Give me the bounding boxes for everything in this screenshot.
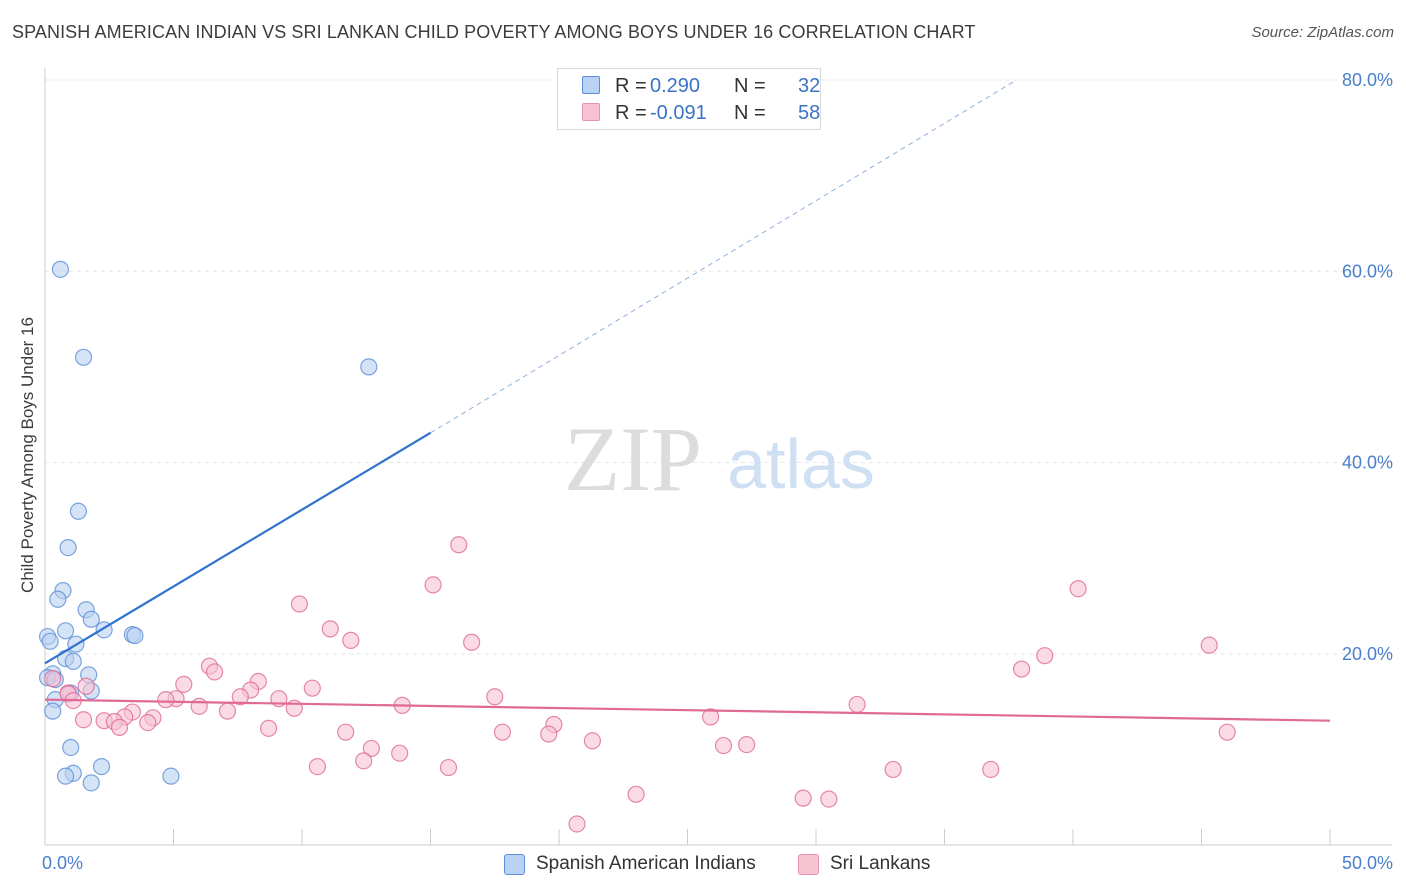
data-point-sri-lankan	[463, 633, 481, 651]
data-point-sri-lankan	[308, 757, 327, 776]
data-point-sri-lankan	[157, 691, 175, 709]
legend-swatch-blue	[582, 76, 600, 94]
n-label: N =	[734, 75, 766, 97]
r-label: R =	[615, 102, 647, 124]
data-point-sri-lankan	[738, 735, 756, 754]
stats-legend: R = 0.290 N = 32 R = -0.091 N = 58	[557, 68, 821, 130]
data-point-sri-lankan	[362, 739, 380, 758]
data-point-spanish-american-indian	[44, 702, 62, 720]
data-point-spanish-american-indian	[69, 502, 88, 520]
data-point-spanish-american-indian	[62, 738, 80, 757]
data-point-spanish-american-indian	[74, 348, 93, 366]
data-point-sri-lankan	[714, 736, 733, 755]
data-point-sri-lankan	[139, 713, 157, 732]
data-point-spanish-american-indian	[56, 622, 75, 640]
data-point-spanish-american-indian	[92, 757, 111, 776]
data-point-spanish-american-indian	[360, 358, 378, 376]
data-point-spanish-american-indian	[126, 626, 144, 645]
r-value: 0.290	[650, 75, 701, 97]
data-point-sri-lankan	[218, 702, 237, 720]
data-point-sri-lankan	[848, 695, 866, 714]
data-point-sri-lankan	[190, 697, 208, 715]
data-point-sri-lankan	[110, 718, 129, 736]
data-point-sri-lankan	[540, 725, 558, 743]
data-point-sri-lankan	[290, 595, 309, 613]
y-tick-label: 60.0%	[1342, 261, 1393, 281]
data-point-sri-lankan	[1218, 723, 1236, 741]
trend-line-extension-spanish-american-indians	[430, 79, 1017, 434]
source-credit: Source: ZipAtlas.com	[1251, 24, 1394, 41]
data-point-sri-lankan	[820, 790, 838, 808]
data-point-spanish-american-indian	[162, 767, 180, 785]
data-point-sri-lankan	[1200, 636, 1218, 654]
x-tick-label-min: 0.0%	[42, 853, 83, 873]
data-point-sri-lankan	[77, 677, 95, 695]
data-point-sri-lankan	[231, 688, 249, 706]
data-point-spanish-american-indian	[64, 652, 82, 671]
data-point-sri-lankan	[321, 620, 339, 638]
data-point-sri-lankan	[391, 744, 409, 762]
data-point-sri-lankan	[206, 663, 224, 681]
data-point-sri-lankan	[439, 758, 458, 777]
data-point-sri-lankan	[568, 815, 586, 833]
legend-swatch-pink	[798, 854, 819, 875]
data-point-sri-lankan	[1036, 647, 1054, 665]
data-point-sri-lankan	[342, 631, 360, 649]
data-point-sri-lankan	[44, 670, 62, 688]
data-point-sri-lankan	[486, 688, 504, 706]
data-point-spanish-american-indian	[49, 590, 67, 608]
data-point-sri-lankan	[1069, 580, 1087, 598]
data-point-spanish-american-indian	[59, 539, 77, 557]
x-tick-label-max: 50.0%	[1342, 853, 1393, 873]
y-tick-label: 80.0%	[1342, 70, 1393, 90]
data-point-spanish-american-indian	[41, 632, 59, 650]
trend-line-spanish-american-indians	[44, 431, 432, 665]
n-label: N =	[734, 102, 766, 124]
n-value: 32	[798, 75, 821, 97]
legend-swatch-blue	[504, 854, 525, 875]
data-point-sri-lankan	[794, 789, 812, 807]
axes	[44, 68, 1392, 846]
legend-label: Sri Lankans	[830, 853, 931, 874]
legend-swatch-pink	[582, 103, 600, 121]
data-points	[38, 260, 1236, 833]
data-point-sri-lankan	[337, 723, 355, 741]
data-point-sri-lankan	[1012, 660, 1031, 678]
data-point-sri-lankan	[303, 679, 321, 697]
y-tick-label: 20.0%	[1342, 644, 1393, 664]
gridlines	[45, 79, 1392, 655]
legend-label: Spanish American Indians	[536, 853, 756, 874]
chart-title: SPANISH AMERICAN INDIAN VS SRI LANKAN CH…	[12, 22, 976, 42]
data-point-sri-lankan	[583, 732, 602, 750]
data-point-sri-lankan	[450, 536, 468, 554]
y-tick-label: 40.0%	[1342, 453, 1393, 473]
watermark-zip: ZIP	[564, 408, 702, 510]
data-point-spanish-american-indian	[51, 260, 70, 278]
data-point-sri-lankan	[74, 711, 93, 729]
data-point-sri-lankan	[259, 719, 278, 737]
data-point-spanish-american-indian	[82, 610, 100, 628]
data-point-spanish-american-indian	[56, 767, 75, 785]
data-point-sri-lankan	[175, 675, 193, 693]
data-point-spanish-american-indian	[82, 774, 100, 792]
data-point-sri-lankan	[982, 760, 1000, 779]
n-value: 58	[798, 102, 821, 124]
data-point-sri-lankan	[702, 708, 720, 726]
data-point-sri-lankan	[627, 785, 645, 803]
r-value: -0.091	[650, 102, 707, 124]
data-point-sri-lankan	[493, 723, 512, 741]
data-point-sri-lankan	[424, 576, 442, 594]
data-point-sri-lankan	[355, 752, 373, 770]
watermark-atlas: atlas	[727, 425, 875, 503]
trend-line-sri-lankans	[44, 698, 1331, 722]
data-point-sri-lankan	[884, 760, 902, 779]
r-label: R =	[615, 75, 647, 97]
watermark: ZIP atlas	[564, 408, 875, 510]
tick-labels: 20.0% 40.0% 60.0% 80.0% 0.0% 50.0%	[42, 70, 1393, 873]
trend-lines	[44, 79, 1331, 722]
